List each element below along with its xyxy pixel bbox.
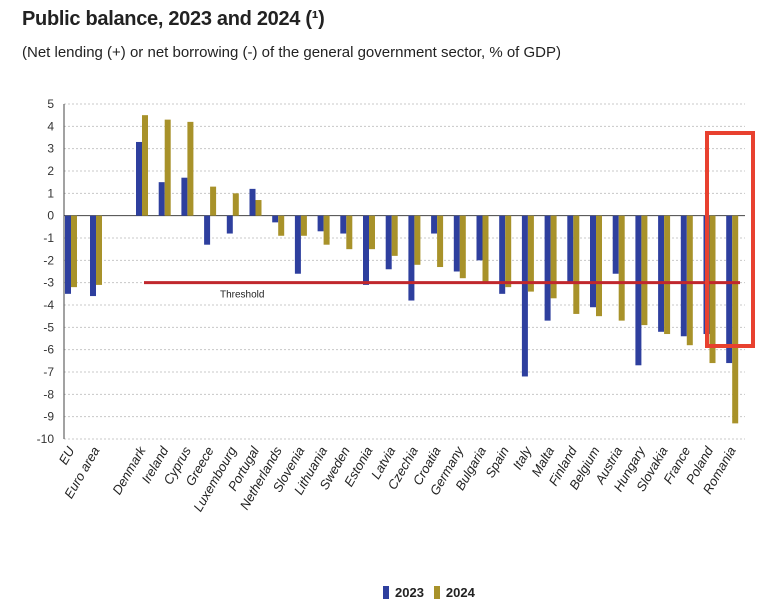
chart-subtitle: (Net lending (+) or net borrowing (-) of… — [22, 44, 561, 61]
x-tick-label: EU — [56, 443, 78, 467]
bar-2024-belgium — [596, 215, 602, 317]
y-tick-label: -3 — [43, 276, 54, 290]
bar-2023-denmark — [136, 141, 142, 216]
legend-swatch-2024 — [433, 586, 440, 599]
highlight-box — [705, 131, 755, 348]
bar-2023-ireland — [158, 182, 165, 216]
y-tick-label: -8 — [43, 387, 54, 401]
bar-2023-euro-area — [90, 215, 96, 297]
y-tick-label: -10 — [37, 432, 55, 446]
bar-2024-slovenia — [300, 215, 307, 236]
bar-2023-bulgaria — [476, 215, 483, 261]
bar-2024-cyprus — [187, 121, 194, 216]
highlight-box-group — [705, 131, 755, 348]
bar-2023-croatia — [431, 215, 438, 234]
bar-2023-netherlands — [272, 215, 279, 223]
bar-2023-eu — [65, 215, 71, 294]
bar-2024-greece — [210, 186, 217, 216]
bar-2024-estonia — [369, 215, 375, 250]
bar-2024-slovakia — [664, 215, 671, 335]
bar-2024-ireland — [164, 119, 171, 216]
bar-2024-finland — [573, 215, 580, 314]
legend: 2023 2024 — [383, 585, 475, 600]
bar-2024-euro-area — [96, 215, 102, 285]
bar-2023-germany — [453, 215, 460, 272]
bar-2024-france — [686, 215, 693, 346]
bar-2023-lithuania — [317, 215, 324, 232]
y-tick-label: 4 — [47, 119, 54, 133]
bar-2023-slovakia — [658, 215, 665, 332]
bar-2023-greece — [204, 215, 211, 245]
y-tick-label: -6 — [43, 343, 54, 357]
bar-2024-croatia — [437, 215, 444, 268]
bar-2023-slovenia — [294, 215, 301, 274]
bar-2023-estonia — [363, 215, 369, 285]
y-axis: 5 4 3 2 1 0 -1 -2 -3 -4 -5 -6 -7 -8 -9 -10 — [37, 97, 745, 446]
bar-2023-romania — [726, 215, 733, 364]
bar-2024-portugal — [255, 200, 262, 216]
y-tick-label: 1 — [47, 186, 54, 200]
threshold-label: Threshold — [220, 290, 264, 301]
bar-2024-italy — [527, 215, 534, 292]
y-tick-label: -9 — [43, 410, 54, 424]
legend-swatch-2023 — [383, 586, 389, 599]
bar-2024-bulgaria — [482, 215, 489, 283]
bar-2024-netherlands — [278, 215, 285, 236]
y-tick-label: -2 — [43, 253, 54, 267]
bar-2024-romania — [732, 215, 739, 424]
bar-2024-austria — [618, 215, 625, 321]
bar-2024-sweden — [346, 215, 353, 250]
legend-label-2024: 2024 — [445, 585, 475, 600]
bar-2023-latvia — [385, 215, 392, 270]
bar-2024-denmark — [142, 115, 148, 216]
chart-title: Public balance, 2023 and 2024 (¹) — [22, 8, 325, 30]
bar-2023-sweden — [340, 215, 347, 234]
y-tick-label: -1 — [43, 231, 54, 245]
bar-2023-cyprus — [181, 177, 188, 216]
bar-2023-italy — [521, 215, 528, 377]
y-tick-label: 3 — [47, 142, 54, 156]
bar-2024-lithuania — [323, 215, 330, 245]
bar-2024-poland — [709, 215, 716, 364]
bar-2024-luxembourg — [232, 193, 239, 216]
bar-2023-portugal — [249, 188, 256, 216]
grid-lines — [64, 103, 745, 440]
bar-2024-hungary — [641, 215, 648, 326]
bar-2024-eu — [71, 215, 77, 288]
bar-2024-spain — [505, 215, 512, 288]
y-tick-label: -4 — [43, 298, 54, 312]
bar-2023-france — [680, 215, 687, 337]
y-tick-label: 0 — [47, 209, 54, 223]
bar-2023-czechia — [408, 215, 415, 301]
bar-2023-luxembourg — [226, 215, 233, 234]
bar-2024-germany — [459, 215, 466, 279]
bar-2023-austria — [612, 215, 619, 274]
legend-label-2023: 2023 — [395, 585, 424, 600]
threshold-group: Threshold — [144, 281, 740, 301]
bar-2024-malta — [550, 215, 557, 299]
bar-2024-czechia — [414, 215, 421, 265]
bar-2024-latvia — [391, 215, 398, 256]
bar-2023-belgium — [590, 215, 596, 308]
x-tick-label: Spain — [482, 444, 512, 480]
bar-2023-malta — [544, 215, 551, 321]
y-tick-label: 5 — [47, 97, 54, 111]
y-tick-label: 2 — [47, 164, 54, 178]
bar-2023-finland — [567, 215, 574, 283]
bar-2023-hungary — [635, 215, 642, 366]
bar-2023-spain — [499, 215, 506, 294]
y-tick-label: -5 — [43, 320, 54, 334]
bars — [65, 115, 739, 424]
y-tick-label: -7 — [43, 365, 54, 379]
